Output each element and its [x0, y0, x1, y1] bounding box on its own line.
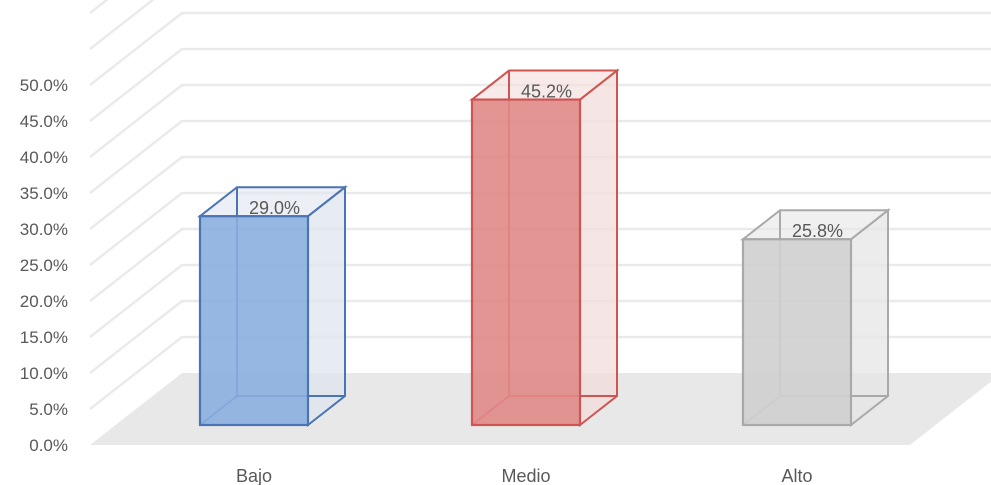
bar-side-face — [307, 185, 346, 428]
bar-side-face — [850, 208, 889, 428]
y-tick-label: 35.0% — [20, 184, 68, 203]
gridline — [89, 83, 991, 158]
y-tick-label: 45.0% — [20, 112, 68, 131]
bars — [197, 68, 891, 428]
data-labels: 29.0% 45.2% 25.8% — [249, 82, 843, 242]
bar-front-face — [198, 215, 310, 427]
bar-bajo — [197, 185, 348, 428]
y-axis: 0.0% 5.0% 10.0% 15.0% 20.0% 25.0% 30.0% 35.0% 40… — [20, 76, 68, 455]
y-tick-label: 5.0% — [29, 400, 68, 419]
data-label: 45.2% — [521, 82, 572, 102]
gridlines — [89, 0, 991, 410]
data-label: 25.8% — [792, 221, 843, 241]
data-label: 29.0% — [249, 198, 300, 218]
gridline — [89, 11, 991, 86]
y-tick-label: 10.0% — [20, 364, 68, 383]
gridline — [89, 119, 991, 194]
y-tick-label: 0.0% — [29, 436, 68, 455]
y-tick-label: 15.0% — [20, 328, 68, 347]
bar-front-face — [470, 98, 582, 427]
x-tick-label: Bajo — [236, 466, 272, 485]
bar-medio — [469, 68, 620, 428]
gridline — [89, 335, 991, 410]
y-tick-label: 30.0% — [20, 220, 68, 239]
y-tick-label: 25.0% — [20, 256, 68, 275]
gridline — [89, 0, 109, 14]
gridline — [89, 0, 155, 50]
gridline — [89, 227, 991, 302]
gridline — [89, 299, 991, 374]
x-tick-label: Alto — [781, 466, 812, 485]
bar-alto — [740, 208, 891, 428]
y-tick-label: 20.0% — [20, 292, 68, 311]
gridline — [89, 263, 991, 338]
bar-side-face — [579, 68, 618, 428]
bar-front-face — [741, 238, 853, 427]
y-tick-label: 50.0% — [20, 76, 68, 95]
y-tick-label: 40.0% — [20, 148, 68, 167]
x-tick-label: Medio — [501, 466, 550, 485]
gridline — [89, 47, 991, 122]
gridline — [89, 155, 991, 230]
x-axis: Bajo Medio Alto — [236, 466, 813, 485]
gridline — [89, 191, 991, 266]
